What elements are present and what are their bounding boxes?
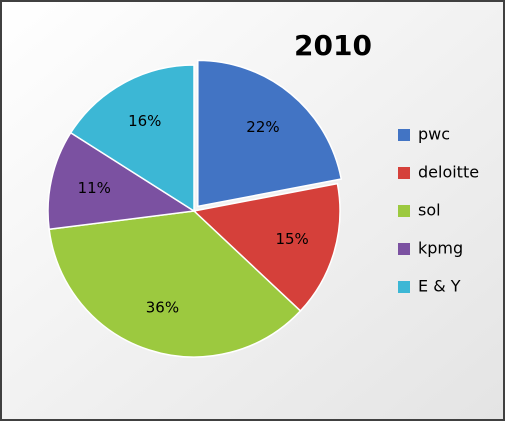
legend-swatch bbox=[398, 129, 410, 141]
legend-swatch bbox=[398, 243, 410, 255]
legend-label: sol bbox=[418, 201, 441, 220]
pie-slice bbox=[47, 131, 197, 231]
data-label: 36% bbox=[146, 299, 179, 317]
legend-swatch bbox=[398, 167, 410, 179]
data-label: 16% bbox=[128, 112, 161, 130]
pie-slice bbox=[197, 59, 343, 208]
chart-title: 2010 bbox=[294, 29, 372, 62]
legend-label: deloitte bbox=[418, 163, 479, 182]
legend-label: pwc bbox=[418, 125, 450, 144]
legend-swatch bbox=[398, 205, 410, 217]
pie-slice bbox=[48, 210, 302, 358]
pie-slice bbox=[69, 64, 195, 213]
pie-slice bbox=[192, 182, 341, 313]
data-label: 22% bbox=[246, 118, 279, 136]
legend-label: kpmg bbox=[418, 239, 463, 258]
legend-label: E & Y bbox=[418, 277, 461, 296]
legend-swatch bbox=[398, 281, 410, 293]
data-label: 15% bbox=[275, 230, 308, 248]
data-label: 11% bbox=[78, 179, 111, 197]
